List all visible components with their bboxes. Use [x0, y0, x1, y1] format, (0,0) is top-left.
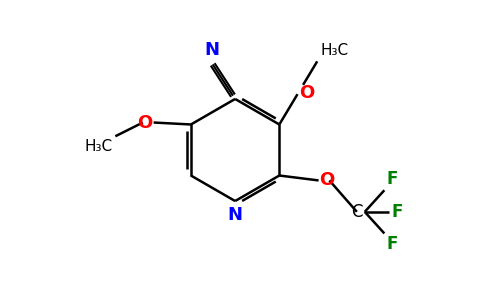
Text: F: F: [391, 203, 403, 221]
Text: C: C: [351, 203, 363, 221]
Text: N: N: [204, 41, 219, 59]
Text: F: F: [386, 236, 398, 253]
Text: N: N: [227, 206, 242, 224]
Text: O: O: [137, 113, 152, 131]
Text: H₃C: H₃C: [320, 44, 348, 59]
Text: O: O: [319, 171, 335, 189]
Text: H₃C: H₃C: [84, 139, 112, 154]
Text: F: F: [386, 170, 398, 188]
Text: O: O: [300, 84, 315, 102]
